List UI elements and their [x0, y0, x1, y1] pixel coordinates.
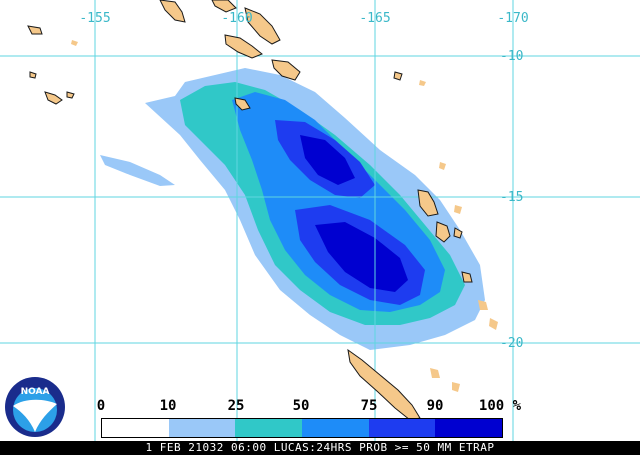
logo-bird: [13, 399, 57, 432]
legend-tick-label: 25: [227, 398, 245, 414]
legend-swatch: [435, 419, 503, 437]
island-guadalcanal: [271, 59, 301, 81]
prob-band-90-north: [300, 135, 355, 185]
latitude-label: -10: [500, 49, 523, 64]
latitude-labels: -10 -15 -20: [500, 49, 523, 351]
island-vanuatu-south-2: [489, 318, 498, 330]
island-vanuatu-north-2: [454, 205, 462, 214]
legend-swatch: [235, 419, 303, 437]
island-loyalty-2: [452, 382, 460, 392]
legend-tick-label: 100 %: [478, 398, 522, 414]
logo-text: NOAA: [21, 387, 50, 397]
landmasses: [27, 0, 498, 421]
latitude-label: -20: [500, 336, 523, 351]
prob-band-90-south: [315, 222, 408, 292]
island-west-5: [71, 40, 78, 46]
island-santa-cruz: [393, 71, 403, 81]
island-espiritu-santo: [417, 189, 439, 217]
longitude-label: -155: [79, 11, 110, 26]
island-malekula: [435, 221, 451, 243]
island-new-georgia: [224, 34, 263, 59]
legend-tick-label: 90: [426, 398, 444, 414]
island-isabel: [244, 7, 281, 45]
latitude-label: -15: [500, 190, 523, 205]
legend-tick-label: 75: [360, 398, 378, 414]
legend-color-bar: [101, 418, 503, 438]
island-west-1: [29, 71, 37, 79]
longitude-label: -165: [359, 11, 390, 26]
graticule: [0, 0, 640, 441]
island-bougainville: [159, 0, 186, 23]
island-efate: [453, 227, 463, 239]
island-loyalty-1: [430, 368, 440, 378]
legend-tick-label: 0: [96, 398, 106, 414]
island-west-2: [44, 91, 63, 105]
probability-field: [100, 68, 485, 350]
island-malaita: [234, 97, 251, 111]
longitude-label: -170: [497, 11, 528, 26]
legend-tick-label: 10: [159, 398, 177, 414]
island-west-3: [66, 91, 75, 99]
prob-band-10-spur: [100, 155, 175, 186]
legend-swatch: [102, 419, 169, 437]
legend-tick-label: 50: [292, 398, 310, 414]
longitude-label: -160: [221, 11, 252, 26]
legend-labels: 0 10 25 50 75 90 100 %: [80, 398, 530, 416]
footer-caption: 1 FEB 21032 06:00 LUCAS:24HRS PROB >= 50…: [0, 441, 640, 455]
island-vanuatu-south-1: [478, 300, 488, 310]
island-vanuatu-north-1: [439, 162, 446, 170]
island-tikopia: [419, 80, 426, 86]
island-tanna: [461, 271, 473, 283]
island-choiseul: [211, 0, 237, 13]
island-west-4: [27, 25, 43, 35]
legend-swatch: [368, 419, 436, 437]
legend-swatch: [168, 419, 236, 437]
longitude-labels: -155 -160 -165 -170: [79, 11, 528, 26]
legend-swatch: [302, 419, 369, 437]
noaa-logo: NOAA: [5, 377, 65, 437]
